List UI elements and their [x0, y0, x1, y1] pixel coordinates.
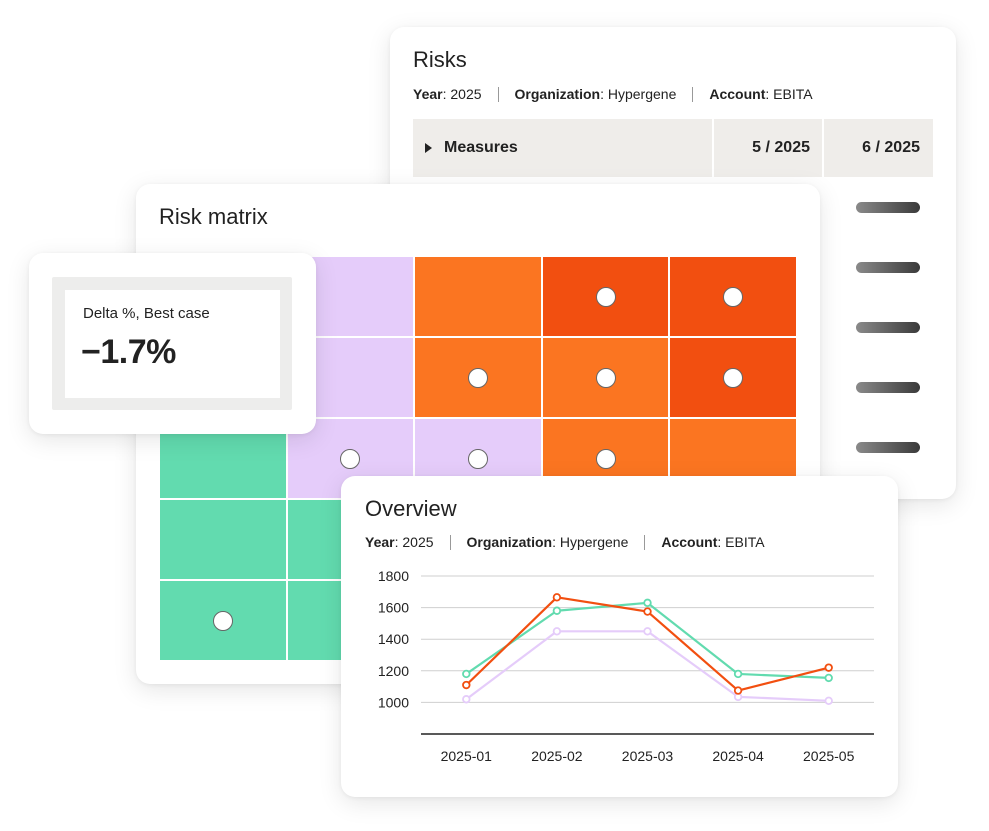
x-tick-label: 2025-01: [441, 748, 493, 764]
account-filter[interactable]: Account: EBITA: [709, 86, 813, 102]
data-point: [824, 663, 833, 672]
risk-marker[interactable]: [595, 286, 616, 307]
expand-triangle-icon: [425, 143, 432, 153]
kpi-inner: [65, 290, 280, 398]
risk-marker[interactable]: [595, 367, 616, 388]
risks-title: Risks: [413, 47, 467, 72]
risks-filter-bar: Year: 2025 Organization: Hypergene Accou…: [413, 86, 813, 102]
measure-bar: [856, 202, 920, 213]
divider: [692, 86, 694, 102]
risk-marker[interactable]: [468, 367, 488, 388]
risk-marker[interactable]: [595, 448, 616, 469]
divider: [644, 534, 646, 550]
kpi-label: Delta %, Best case: [83, 305, 210, 322]
delta-kpi-card: Delta %, Best case −1.7%: [29, 253, 316, 434]
year-filter[interactable]: Year: 2025: [365, 534, 434, 550]
risk-marker[interactable]: [212, 610, 233, 631]
organization-filter[interactable]: Organization: Hypergene: [466, 534, 629, 550]
risk-marker[interactable]: [723, 367, 744, 388]
risk-marker[interactable]: [723, 286, 744, 307]
risk-marker[interactable]: [340, 448, 361, 469]
overview-panel: Overview Year: 2025 Organization: Hyperg…: [341, 476, 898, 797]
measure-bar: [856, 322, 920, 333]
series-line: [465, 630, 829, 702]
column-header-6-2025[interactable]: 6 / 2025: [822, 119, 933, 177]
divider: [497, 86, 499, 102]
risk-matrix-title: Risk matrix: [159, 204, 268, 229]
organization-filter[interactable]: Organization: Hypergene: [514, 86, 677, 102]
data-point: [462, 680, 471, 690]
y-tick-label: 1000: [378, 694, 409, 710]
x-tick-label: 2025-05: [803, 748, 855, 764]
measure-bar: [856, 382, 920, 393]
data-point: [733, 686, 743, 695]
divider: [449, 534, 451, 550]
data-point: [733, 669, 743, 679]
data-point: [552, 593, 562, 602]
data-point: [824, 673, 833, 683]
overview-filter-bar: Year: 2025 Organization: Hypergene Accou…: [365, 534, 765, 550]
data-point: [462, 669, 471, 679]
y-tick-label: 1600: [378, 600, 409, 616]
overview-line-chart: 1000 1200 1400 1600 1800 2025-01 2025-02 2025-0…: [378, 568, 874, 764]
measure-bar: [856, 262, 920, 273]
x-tick-label: 2025-03: [622, 748, 674, 764]
measures-header: Measures: [444, 139, 518, 156]
data-point: [824, 696, 833, 706]
year-filter[interactable]: Year: 2025: [413, 86, 482, 102]
y-tick-label: 1200: [378, 663, 409, 679]
kpi-value: −1.7%: [81, 333, 176, 371]
risk-marker[interactable]: [468, 448, 488, 469]
data-point: [552, 627, 562, 636]
column-header-5-2025[interactable]: 5 / 2025: [712, 119, 822, 177]
data-point: [552, 606, 562, 615]
measures-expand-toggle[interactable]: Measures: [413, 119, 712, 177]
data-point: [643, 598, 652, 608]
data-point: [643, 607, 652, 616]
data-point: [462, 695, 471, 704]
measure-bar: [856, 442, 920, 453]
overview-title: Overview: [365, 496, 457, 521]
x-tick-label: 2025-04: [712, 748, 764, 764]
y-tick-label: 1400: [378, 631, 409, 647]
matrix-cell[interactable]: [414, 256, 542, 337]
y-tick-label: 1800: [378, 568, 409, 584]
account-filter[interactable]: Account: EBITA: [661, 534, 765, 550]
matrix-cell[interactable]: [159, 499, 287, 580]
data-point: [643, 627, 652, 636]
x-tick-label: 2025-02: [531, 748, 583, 764]
measures-header-row: Measures 5 / 2025 6 / 2025: [413, 119, 933, 177]
